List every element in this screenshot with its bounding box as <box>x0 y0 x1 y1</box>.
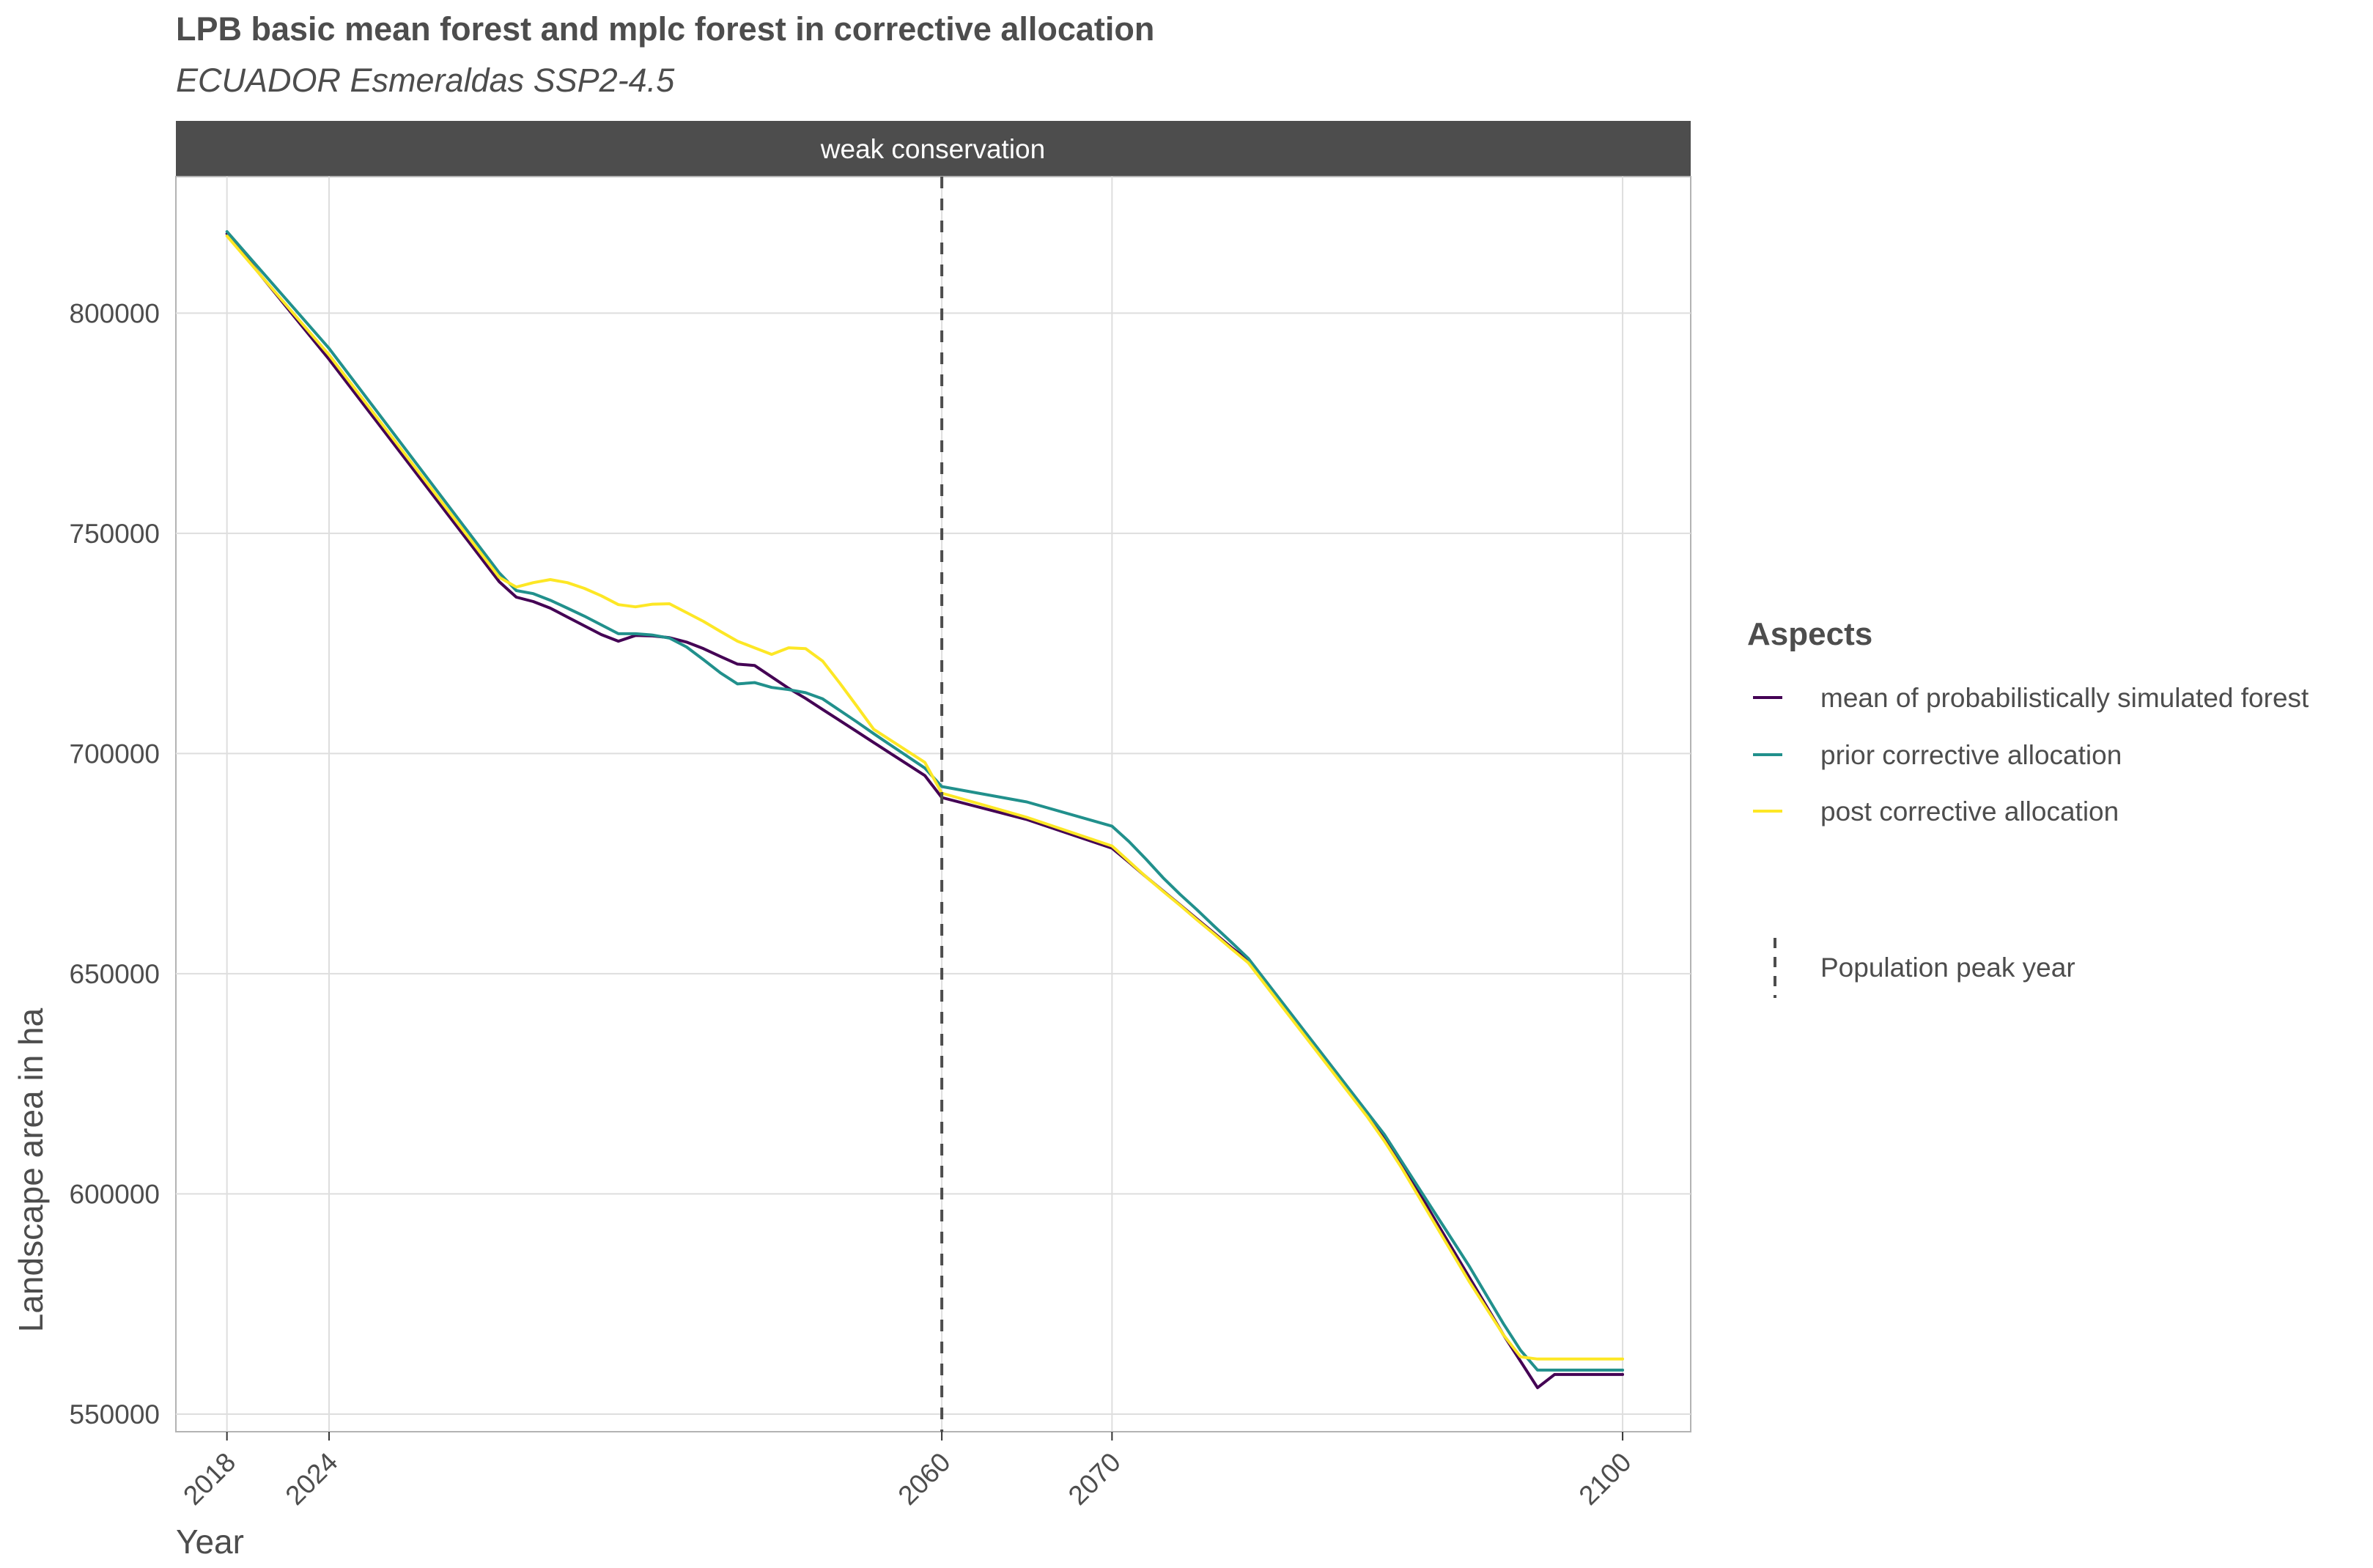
y-tick-label-750000: 750000 <box>70 519 160 549</box>
x-axis-title: Year <box>176 1523 244 1561</box>
x-tick-label-2060: 2060 <box>893 1447 956 1511</box>
series-line-1 <box>225 230 1625 1372</box>
series-lines <box>225 230 1625 1389</box>
y-tick-label-600000: 600000 <box>70 1179 160 1209</box>
plot-panel <box>175 176 1691 1432</box>
chart-subtitle: ECUADOR Esmeraldas SSP2-4.5 <box>176 62 675 99</box>
y-tick-label-800000: 800000 <box>70 298 160 328</box>
facet-label: weak conservation <box>820 134 1045 164</box>
legend: Aspects mean of probabilistically simula… <box>1747 616 2309 998</box>
x-axis-ticks: 2018 2024 2060 2070 2100 <box>177 1432 1637 1511</box>
y-axis-ticks: 550000 600000 650000 700000 750000 800000 <box>70 298 160 1430</box>
series-line-0 <box>225 232 1625 1389</box>
chart-title: LPB basic mean forest and mplc forest in… <box>176 10 1155 48</box>
y-axis-title: Landscape area in ha <box>12 1007 50 1332</box>
x-tick-label-2018: 2018 <box>177 1447 241 1511</box>
y-tick-label-550000: 550000 <box>70 1399 160 1430</box>
x-tick-label-2100: 2100 <box>1573 1447 1637 1511</box>
y-tick-label-650000: 650000 <box>70 959 160 989</box>
y-tick-label-700000: 700000 <box>70 739 160 769</box>
series-line-2 <box>225 234 1625 1361</box>
legend-label-population-peak: Population peak year <box>1820 953 2075 983</box>
x-tick-label-2070: 2070 <box>1063 1447 1126 1511</box>
x-tick-label-2024: 2024 <box>279 1447 343 1511</box>
facet-strip <box>176 121 1691 177</box>
legend-title: Aspects <box>1747 616 1872 652</box>
legend-label-mean-forest: mean of probabilistically simulated fore… <box>1820 683 2309 713</box>
grid-lines <box>176 177 1691 1432</box>
legend-label-post-allocation: post corrective allocation <box>1820 796 2119 826</box>
legend-label-prior-allocation: prior corrective allocation <box>1820 740 2122 770</box>
